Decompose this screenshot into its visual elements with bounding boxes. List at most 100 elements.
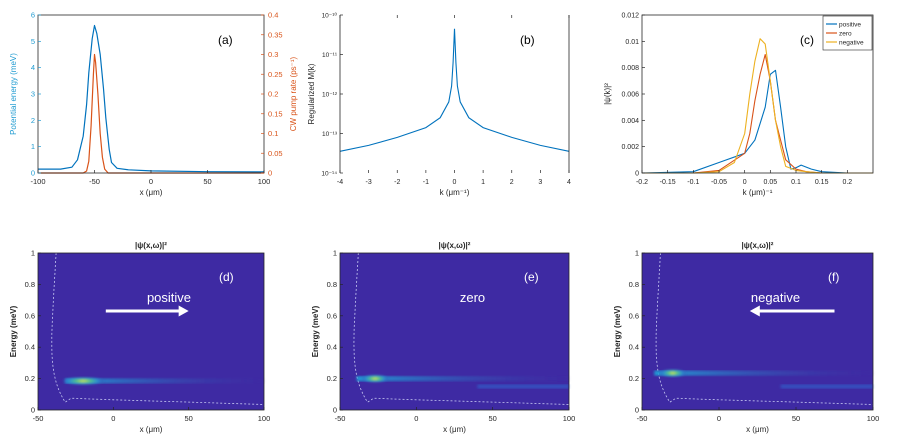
panel-e-label: (e): [524, 270, 539, 284]
panel-b: -4 -3 -2 -1 0 1 2 3 4 10⁻¹⁴ 10⁻¹³ 10⁻¹² 10⁻¹¹ 10⁻¹⁰ k …: [307, 12, 571, 198]
panel-c-ytick-label: 0.012: [621, 13, 639, 20]
legend-label-positive: positive: [839, 22, 861, 29]
panel-e-xtick-label: 0: [414, 414, 418, 423]
panel-e-xlabel: x (μm): [443, 425, 466, 434]
panel-a-xtick-label: -50: [89, 177, 100, 186]
panel-b-xtick-label: 4: [567, 179, 571, 186]
panel-d-xtick-label: 0: [111, 414, 115, 423]
panel-a-xlabel: x (μm): [140, 188, 163, 197]
panel-b-xtick-label: 3: [538, 179, 542, 186]
panel-c-xtick-label: -0.2: [636, 179, 648, 186]
panel-c-xtick-label: 0.05: [764, 179, 778, 186]
panel-a-left-ytick-label: 4: [31, 63, 35, 72]
panel-c-xtick-label: -0.15: [660, 179, 676, 186]
panel-f-ytick-label: 0.6: [629, 311, 639, 320]
panel-a-xtick-label: 0: [149, 177, 153, 186]
panel-b-xlabel: k (μm⁻¹): [440, 188, 470, 197]
panel-b-xtick-label: -4: [337, 179, 343, 186]
panel-d-xtick-label: -50: [33, 414, 44, 423]
potential-outline: [655, 252, 874, 405]
panel-a-right-ytick-label: 0: [268, 169, 272, 178]
panel-c-ytick-label: 0.006: [621, 92, 639, 99]
legend-box: [822, 15, 873, 51]
panel-f-ylabel: Energy (meV): [613, 305, 622, 357]
panel-d-ytick-label: 0.4: [25, 343, 35, 352]
heatmap-background: [340, 253, 569, 410]
panel-b-ytick-label: 10⁻¹²: [322, 92, 338, 99]
panel-a-right-ytick-label: 0.25: [268, 70, 283, 79]
panel-c-ytick-label: 0.004: [621, 118, 639, 125]
panel-d-xlabel: x (μm): [140, 425, 163, 434]
panel-c-xtick-label: 0.1: [791, 179, 801, 186]
panel-d-annotation: positive: [147, 290, 191, 305]
panel-a-xtick-label: -100: [30, 177, 45, 186]
panel-c-xtick-label: -0.05: [711, 179, 727, 186]
panel-f-frame: [641, 252, 874, 411]
panel-d-ylabel: Energy (meV): [9, 305, 18, 357]
panel-d-xtick-label: 50: [184, 414, 192, 423]
panel-b-xtick-label: 2: [510, 179, 514, 186]
panel-f-ytick-label: 0.2: [629, 374, 639, 383]
panel-f-xtick-label: 100: [867, 414, 880, 423]
panel-e-ytick-label: 0.2: [327, 374, 337, 383]
secondary-streak: [477, 384, 569, 389]
legend-label-negative: negative: [839, 40, 864, 47]
panel-c-xtick-label: -0.1: [687, 179, 699, 186]
panel-f-title: |ψ(x,ω)|²: [742, 241, 774, 250]
panel-a-ylabel-left: Potential energy (meV): [9, 53, 18, 135]
panel-e-ytick-label: 0.8: [327, 280, 337, 289]
panel-e-xtick-label: -50: [335, 414, 346, 423]
panel-a-right-ytick-label: 0.1: [268, 129, 278, 138]
panel-b-ytick-label: 10⁻¹⁰: [322, 12, 338, 20]
panel-b-ytick-label: 10⁻¹⁴: [321, 171, 337, 178]
legend-label-zero: zero: [839, 31, 852, 38]
panel-d-ytick-label: 0.6: [25, 311, 35, 320]
panel-b-ytick-label: 10⁻¹¹: [322, 52, 338, 59]
panel-a-ylabel-right: CW pump rate (ps⁻¹): [289, 56, 298, 131]
panel-d-label: (d): [219, 270, 234, 284]
potential-outline: [353, 252, 570, 405]
panel-e-title: |ψ(x,ω)|²: [439, 241, 471, 250]
emission-streak: [654, 370, 873, 376]
panel-c-ytick-label: 0.008: [621, 65, 639, 72]
panel-f-ytick-label: 0: [635, 406, 639, 415]
panel-a-left-ytick-label: 5: [31, 37, 35, 46]
panel-e-annotation: zero: [460, 290, 485, 305]
panel-b-xtick-label: -2: [394, 179, 400, 186]
panel-c-xtick-label: 0: [743, 179, 747, 186]
panel-e-frame: [339, 252, 570, 411]
panel-b-xtick-label: 1: [481, 179, 485, 186]
series-potential-energy: [38, 24, 265, 173]
panel-a-right-ytick-label: 0.2: [268, 90, 278, 99]
panel-f-xtick-label: 50: [792, 414, 800, 423]
panel-a-right-ytick-label: 0.3: [268, 50, 278, 59]
panel-c-ytick-label: 0.002: [621, 144, 639, 151]
panel-a-left-ytick-label: 1: [31, 142, 35, 151]
panel-f-annotation: negative: [751, 290, 800, 305]
panel-b-ytick-label: 10⁻¹³: [322, 131, 338, 138]
panel-f-xlabel: x (μm): [746, 425, 769, 434]
panel-a-left-ytick-label: 2: [31, 116, 35, 125]
series-negative: [642, 38, 873, 174]
panel-a-left-ytick-label: 3: [31, 90, 35, 99]
emission-streak: [65, 378, 265, 384]
legend: positive zero negative: [822, 15, 873, 51]
panel-c-xtick-label: 0.15: [815, 179, 829, 186]
panel-d-frame: [37, 252, 265, 411]
panel-c-ytick-label: 0: [635, 171, 639, 178]
series-zero: [642, 53, 873, 174]
panel-c: -0.2 -0.15 -0.1 -0.05 0 0.05 0.1 0.15 0.2 0 0.002 0…: [603, 13, 874, 197]
emission-hotspot: [361, 374, 390, 383]
panel-b-ylabel: Regularized M(k): [307, 63, 316, 124]
panel-f-ytick-label: 1: [635, 249, 639, 258]
panel-d-xtick-label: 100: [258, 414, 271, 423]
panel-e-xtick-label: 50: [488, 414, 496, 423]
panel-c-xlabel: k (μm)⁻¹: [743, 188, 773, 197]
panel-e-ytick-label: 0.6: [327, 311, 337, 320]
panel-a: -100 -50 0 50 100012345600.050.10.150.20.250…: [9, 11, 298, 198]
series-mk: [339, 28, 570, 152]
emission-hotspot: [658, 369, 687, 378]
